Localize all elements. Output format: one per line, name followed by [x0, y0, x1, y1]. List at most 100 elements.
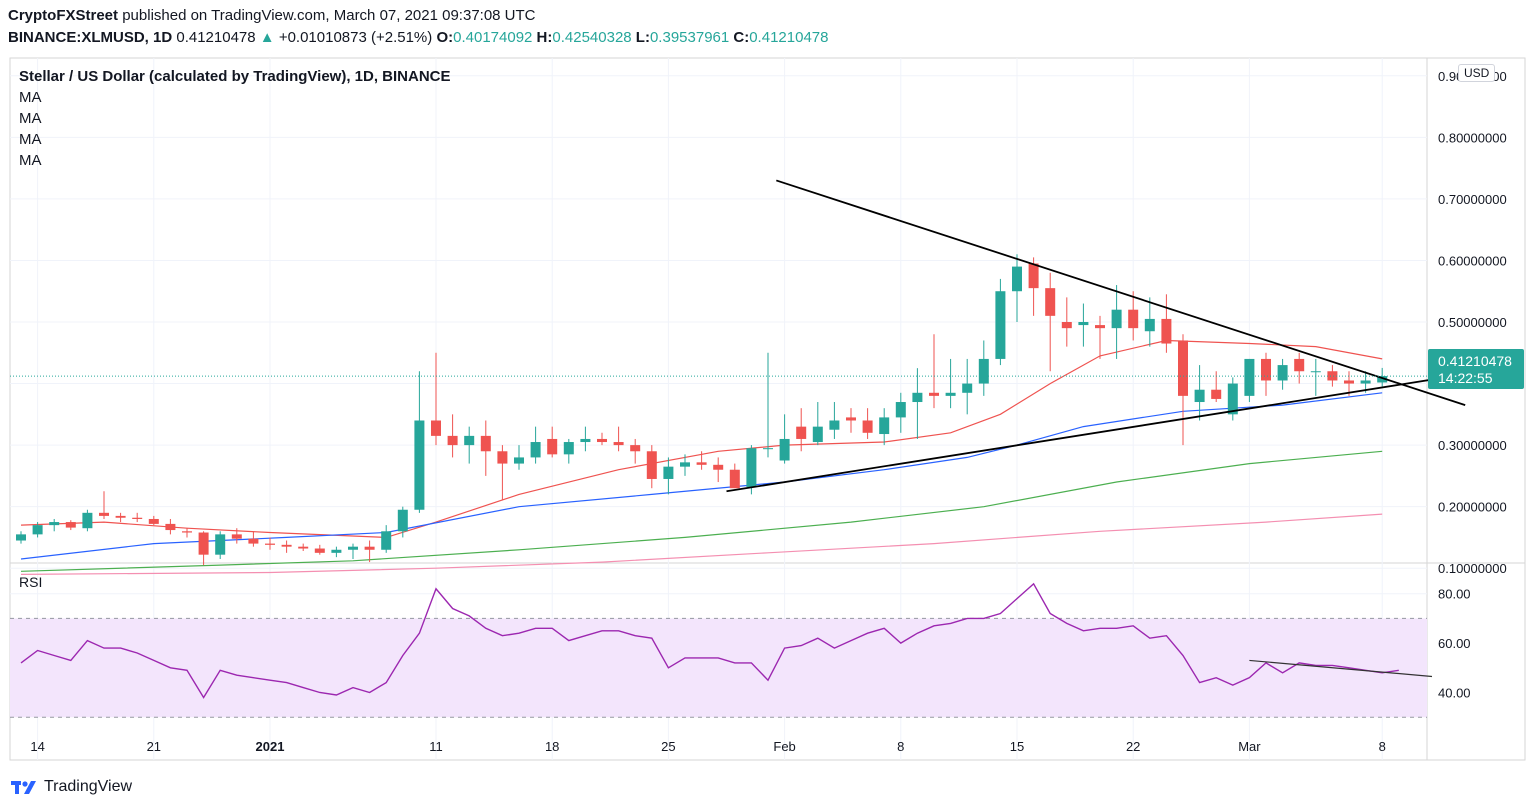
candle-body: [812, 426, 823, 443]
x-tick-label: 22: [1126, 739, 1140, 754]
candle: [464, 426, 475, 464]
candle-body: [597, 438, 607, 443]
candle: [231, 528, 242, 544]
rsi-tick-label: 40.00: [1438, 686, 1471, 701]
candle-body: [862, 420, 873, 433]
candle-body: [480, 435, 491, 452]
low-value: 0.39537961: [649, 29, 730, 46]
candle-body: [563, 442, 574, 455]
candle: [1327, 365, 1338, 387]
legend-ma-50[interactable]: MA: [19, 110, 42, 127]
candle: [729, 463, 740, 489]
candle-body: [331, 549, 342, 553]
candle: [746, 445, 757, 495]
candle: [397, 506, 408, 538]
candle-body: [1028, 263, 1039, 289]
x-tick-label: 25: [661, 739, 675, 754]
candle: [978, 340, 989, 396]
candle: [215, 531, 226, 559]
candle-body: [1344, 380, 1354, 384]
candle-body: [829, 420, 840, 430]
candle: [198, 531, 209, 566]
candle: [65, 520, 76, 531]
legend-ma-200[interactable]: MA: [19, 152, 42, 169]
candle-body: [1261, 358, 1271, 381]
last-price-label: 0.41210478 14:22:55: [1428, 349, 1524, 389]
candle-body: [1377, 376, 1388, 383]
candle-body: [962, 383, 973, 393]
candle-body: [298, 546, 309, 549]
candle-body: [530, 442, 541, 458]
candle-body: [1045, 288, 1056, 316]
candle: [497, 445, 508, 501]
candle: [381, 525, 392, 553]
candle: [314, 544, 325, 555]
candle: [1277, 358, 1288, 390]
candle-body: [746, 448, 757, 487]
candle: [1227, 377, 1238, 421]
candle: [364, 540, 375, 563]
tradingview-footer[interactable]: TradingView: [10, 776, 132, 798]
currency-badge[interactable]: USD: [1458, 64, 1496, 82]
candle: [829, 402, 840, 439]
x-tick-label: 11: [429, 739, 443, 754]
legend-ma-20[interactable]: MA: [19, 89, 42, 106]
candle: [580, 426, 591, 452]
candle: [696, 451, 707, 470]
candle: [563, 438, 574, 464]
candle: [929, 334, 939, 409]
up-triangle-icon: ▲: [259, 29, 275, 46]
x-tick-label: 18: [545, 739, 559, 754]
candle: [1144, 297, 1155, 347]
candle: [148, 515, 159, 526]
candle: [182, 528, 192, 538]
candle: [846, 408, 856, 433]
candle-body: [846, 417, 856, 421]
x-tick-label: Mar: [1238, 739, 1261, 754]
candle-body: [165, 523, 176, 531]
ma-100-line: [20, 450, 1383, 572]
x-tick-label: 21: [147, 739, 161, 754]
rsi-line: [20, 582, 1399, 699]
rsi-legend[interactable]: RSI: [19, 574, 43, 590]
price-tick-label: 0.30000000: [1438, 438, 1507, 453]
candle: [530, 426, 541, 464]
candle-body: [16, 534, 26, 541]
candle-body: [314, 548, 325, 553]
candle-body: [1310, 371, 1321, 373]
rsi-tick-label: 80.00: [1438, 587, 1471, 602]
candle-body: [514, 457, 524, 464]
candle-body: [381, 531, 392, 550]
candle: [1095, 315, 1105, 359]
legend-ma-100[interactable]: MA: [19, 131, 42, 148]
last-price-value: 0.41210478: [1438, 353, 1512, 369]
candle-body: [995, 291, 1006, 359]
x-tick-label: 8: [897, 739, 904, 754]
candle-body: [879, 417, 890, 435]
x-tick-label: 14: [30, 739, 44, 754]
candle: [1061, 297, 1072, 347]
candle-body: [265, 543, 275, 545]
x-tick-label: 2021: [256, 739, 285, 754]
candle-body: [348, 546, 358, 550]
candle-body: [547, 438, 558, 455]
candle: [1045, 272, 1056, 372]
price-tick-label: 0.80000000: [1438, 130, 1507, 145]
candle-body: [1111, 309, 1122, 329]
publisher-name[interactable]: CryptoFXStreet: [8, 7, 119, 24]
candle: [1294, 352, 1305, 384]
candle-body: [1244, 358, 1255, 396]
candle-body: [1012, 266, 1022, 292]
candle: [646, 445, 657, 489]
candle-body: [414, 420, 425, 510]
candle: [597, 432, 607, 446]
candle: [248, 531, 259, 547]
candle: [265, 537, 275, 550]
candle-body: [148, 518, 159, 524]
candle-body: [729, 469, 740, 489]
candle: [16, 531, 26, 544]
ma-200-line: [20, 513, 1383, 575]
candle: [1244, 358, 1255, 403]
chart-legend: Stellar / US Dollar (calculated by Tradi…: [19, 66, 451, 171]
